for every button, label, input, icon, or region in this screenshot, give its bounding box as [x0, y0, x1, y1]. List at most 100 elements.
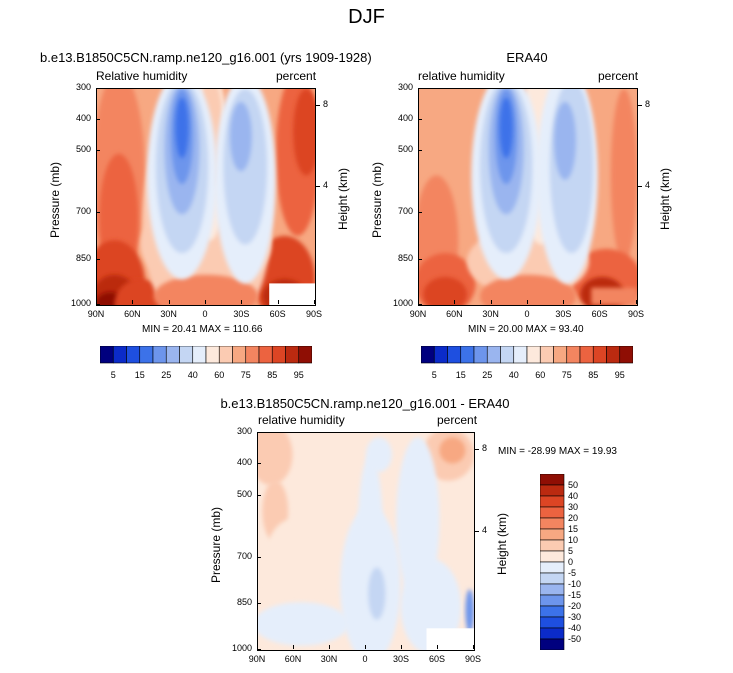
- colorbar-label: 50: [568, 480, 578, 490]
- colorbar-label: -10: [568, 579, 581, 589]
- colorbar-vertical-diff: 50 40 30 20 15 10 5 0 -5 -10 -15 -20 -30 -40 -50: [540, 474, 588, 650]
- colorbar-label: -50: [568, 634, 581, 644]
- panel3-title: b.e13.B1850C5CN.ramp.ne120_g16.001 - ERA…: [220, 396, 510, 411]
- pressure-tick-mark: [96, 304, 100, 305]
- colorbar-swatch: [513, 346, 528, 364]
- colorbar-swatch: [271, 346, 286, 364]
- panel3-minmax: MIN = -28.99 MAX = 19.93: [498, 446, 617, 457]
- colorbar-swatch: [540, 638, 565, 650]
- contour-region: [480, 274, 576, 305]
- colorbar-label: 60: [214, 370, 224, 380]
- colorbar-swatch: [540, 517, 565, 530]
- height-tick-mark: [474, 448, 479, 450]
- colorbar-horizontal-1: 5 15 25 40 60 75 85 95: [100, 346, 312, 380]
- latitude-tick-mark: [293, 645, 294, 649]
- colorbar-swatch: [245, 346, 260, 364]
- colorbar-swatch: [592, 346, 607, 364]
- pressure-tick-label: 700: [397, 206, 413, 217]
- latitude-tick-mark: [257, 645, 258, 649]
- latitude-tick-mark: [277, 300, 279, 304]
- panel3-variable-label: relative humidity: [258, 413, 345, 427]
- latitude-tick-mark: [401, 645, 402, 649]
- latitude-tick-label: 90S: [305, 309, 322, 319]
- colorbar-label: 25: [161, 370, 171, 380]
- latitude-tick-mark: [132, 300, 134, 304]
- latitude-tick-mark: [418, 300, 419, 304]
- colorbar-swatch: [447, 346, 462, 364]
- contour-region: [423, 276, 467, 305]
- colorbar-label: -40: [568, 623, 581, 633]
- contour-region: [400, 558, 462, 650]
- pressure-tick-mark: [418, 150, 422, 152]
- colorbar-label: 15: [135, 370, 145, 380]
- colorbar-label: 40: [188, 370, 198, 380]
- latitude-tick-mark: [96, 300, 97, 304]
- figure-title: DJF: [348, 6, 385, 28]
- colorbar-swatch: [433, 346, 448, 364]
- colorbar-label: 0: [568, 557, 573, 567]
- colorbar-swatch: [566, 346, 581, 364]
- colorbar-swatch: [540, 474, 565, 486]
- pressure-tick-label: 500: [236, 488, 252, 499]
- latitude-tick-label: 30N: [320, 654, 338, 664]
- height-tick-label: 4: [323, 180, 329, 191]
- colorbar-swatch: [298, 346, 312, 364]
- pressure-tick-mark: [418, 212, 422, 214]
- contour-region: [269, 283, 315, 305]
- latitude-tick-label: 0: [524, 309, 530, 319]
- latitude-tick-mark: [437, 645, 438, 649]
- height-tick-label: 4: [645, 180, 651, 191]
- colorbar-label: 60: [535, 370, 545, 380]
- contour-region: [591, 287, 637, 305]
- colorbar-swatch: [126, 346, 141, 364]
- panel3-contour-svg: [258, 433, 474, 650]
- colorbar-label: 5: [568, 546, 573, 556]
- colorbar-swatch: [179, 346, 194, 364]
- height-tick-label: 8: [645, 98, 651, 109]
- panel2-title: ERA40: [506, 50, 548, 65]
- contour-region: [499, 97, 513, 159]
- pressure-tick-mark: [418, 304, 422, 305]
- latitude-tick-mark: [314, 300, 315, 304]
- pressure-tick-mark: [257, 603, 261, 605]
- pressure-tick-label: 700: [236, 550, 252, 561]
- colorbar-1-svg: 5 15 25 40 60 75 85 95: [100, 346, 312, 380]
- colorbar-2-svg: 5 15 25 40 60 75 85 95: [421, 346, 633, 380]
- colorbar-label: 10: [568, 535, 578, 545]
- panel2-plot: [418, 88, 638, 306]
- latitude-tick-mark: [473, 645, 474, 649]
- pressure-tick-label: 400: [397, 112, 413, 123]
- contour-region: [153, 274, 259, 305]
- colorbar-label: 5: [111, 370, 116, 380]
- height-tick-label: 8: [323, 98, 329, 109]
- colorbar-swatch: [205, 346, 220, 364]
- pressure-tick-label: 850: [236, 597, 252, 608]
- y2-axis-label: Height (km): [495, 512, 509, 575]
- colorbar-label: -15: [568, 590, 581, 600]
- colorbar-label: -20: [568, 601, 581, 611]
- colorbar-label: 85: [267, 370, 277, 380]
- panel1-contour-svg: [97, 89, 315, 305]
- colorbar-swatch: [540, 594, 565, 607]
- pressure-tick-label: 300: [75, 82, 91, 92]
- pressure-tick-mark: [96, 150, 100, 152]
- pressure-tick-mark: [257, 556, 261, 558]
- latitude-tick-label: 30S: [392, 654, 409, 664]
- pressure-tick-label: 1000: [392, 298, 413, 308]
- colorbar-swatch: [579, 346, 594, 364]
- pressure-tick-mark: [96, 258, 100, 260]
- latitude-tick-label: 0: [362, 654, 368, 664]
- colorbar-label: 75: [562, 370, 572, 380]
- latitude-tick-mark: [490, 300, 492, 304]
- panel1-minmax: MIN = 20.41 MAX = 110.66: [142, 324, 263, 335]
- colorbar-swatch: [606, 346, 621, 364]
- contour-region: [554, 101, 576, 180]
- height-tick-label: 4: [482, 524, 488, 535]
- colorbar-swatch: [100, 346, 114, 364]
- pressure-tick-label: 1000: [231, 643, 252, 653]
- y2-axis-label: Height (km): [336, 167, 350, 230]
- latitude-tick-label: 90N: [87, 309, 105, 319]
- pressure-tick-mark: [96, 212, 100, 214]
- y-axis-label: Pressure (mb): [209, 506, 223, 583]
- pressure-tick-mark: [418, 258, 422, 260]
